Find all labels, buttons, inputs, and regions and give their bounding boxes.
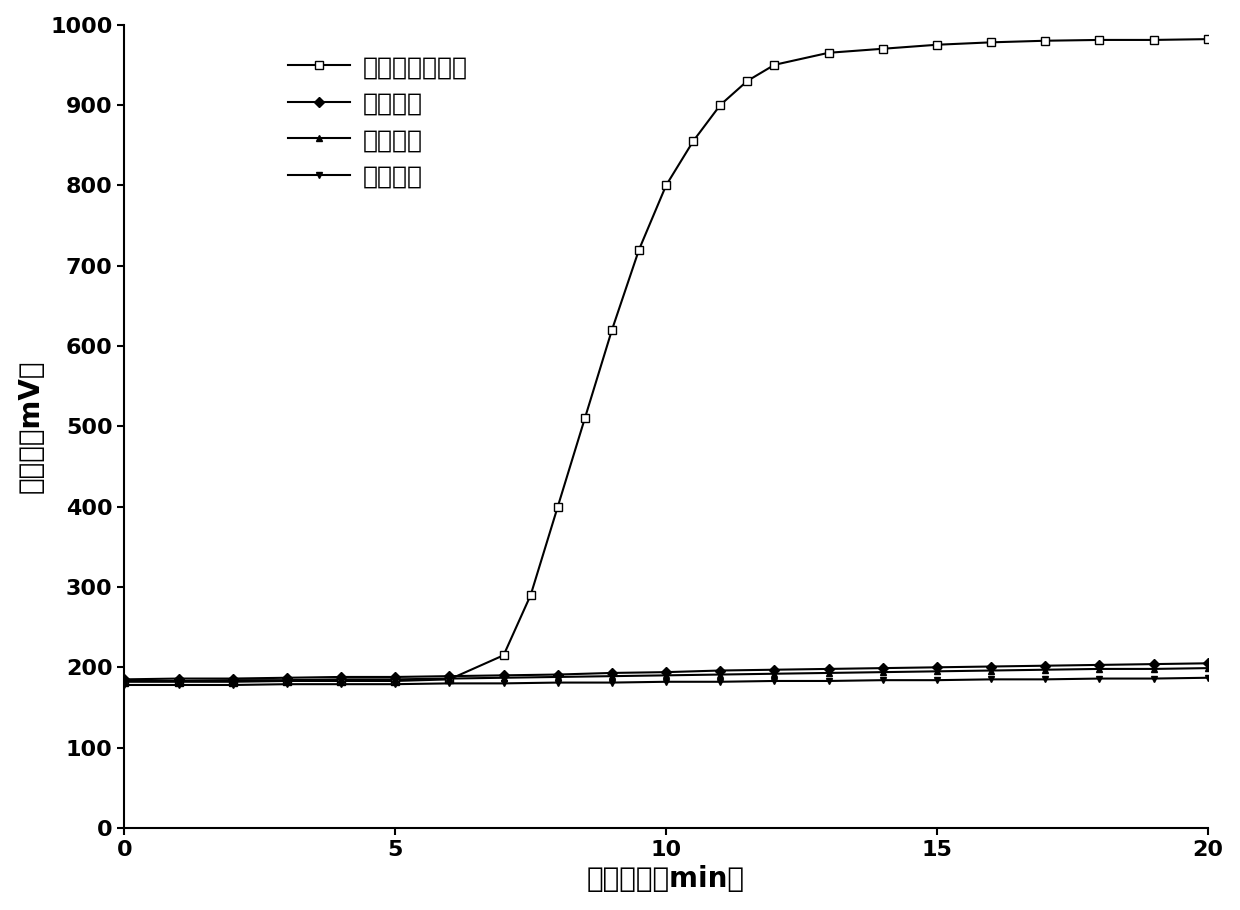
大肠杆菌 <box>1092 663 1107 674</box>
金黄色葡萄球菌 <box>279 675 294 686</box>
金黄色葡萄球菌 <box>983 37 998 48</box>
Y-axis label: 荧光値（mV）: 荧光値（mV） <box>16 359 45 493</box>
大肠杆菌 <box>117 675 131 686</box>
大肠杆菌 <box>713 669 728 680</box>
沙门氏菌 <box>768 664 782 675</box>
沙门氏菌 <box>930 662 945 672</box>
大肠杆菌 <box>658 676 673 687</box>
金黄色葡萄球菌 <box>171 676 186 687</box>
大肠杆菌 <box>117 680 131 691</box>
大肠杆菌 <box>605 671 620 682</box>
沙门氏菌 <box>117 674 131 685</box>
沙门氏菌 <box>1038 661 1053 672</box>
金黄色葡萄球菌 <box>658 180 673 191</box>
金黄色葡萄球菌 <box>117 676 131 687</box>
大肠杆菌 <box>1200 672 1215 683</box>
沙门氏菌 <box>821 663 836 674</box>
Legend: 金黄色葡萄球菌, 沙门氏菌, 大肠杆菌, 大肠杆菌: 金黄色葡萄球菌, 沙门氏菌, 大肠杆菌, 大肠杆菌 <box>278 46 477 198</box>
大肠杆菌 <box>388 679 403 690</box>
金黄色葡萄球菌 <box>388 675 403 686</box>
金黄色葡萄球菌 <box>631 244 646 255</box>
大肠杆菌 <box>1146 663 1161 674</box>
大肠杆菌 <box>1038 674 1053 685</box>
大肠杆菌 <box>875 674 890 685</box>
大肠杆菌 <box>388 674 403 685</box>
大肠杆菌 <box>551 677 565 688</box>
沙门氏菌 <box>279 672 294 683</box>
沙门氏菌 <box>1146 659 1161 670</box>
大肠杆菌 <box>334 674 348 685</box>
大肠杆菌 <box>875 667 890 678</box>
金黄色葡萄球菌 <box>930 39 945 50</box>
大肠杆菌 <box>171 675 186 686</box>
金黄色葡萄球菌 <box>1200 34 1215 45</box>
金黄色葡萄球菌 <box>523 590 538 601</box>
大肠杆菌 <box>930 666 945 677</box>
沙门氏菌 <box>713 665 728 676</box>
沙门氏菌 <box>551 669 565 680</box>
金黄色葡萄球菌 <box>605 325 620 336</box>
金黄色葡萄球菌 <box>821 47 836 58</box>
沙门氏菌 <box>658 667 673 678</box>
沙门氏菌 <box>226 673 241 684</box>
X-axis label: 反应时间（min）: 反应时间（min） <box>587 865 745 894</box>
大肠杆菌 <box>983 665 998 676</box>
金黄色葡萄球菌 <box>686 136 701 147</box>
大肠杆菌 <box>930 674 945 685</box>
大肠杆菌 <box>1146 673 1161 684</box>
大肠杆菌 <box>658 670 673 681</box>
大肠杆菌 <box>821 667 836 678</box>
金黄色葡萄球菌 <box>713 99 728 110</box>
沙门氏菌 <box>1200 658 1215 669</box>
大肠杆菌 <box>821 675 836 686</box>
Line: 金黄色葡萄球菌: 金黄色葡萄球菌 <box>120 35 1211 686</box>
大肠杆菌 <box>171 680 186 691</box>
金黄色葡萄球菌 <box>334 675 348 686</box>
大肠杆菌 <box>441 673 456 684</box>
大肠杆菌 <box>605 677 620 688</box>
沙门氏菌 <box>496 670 511 681</box>
大肠杆菌 <box>1038 664 1053 675</box>
金黄色葡萄球菌 <box>740 76 755 86</box>
大肠杆菌 <box>1200 662 1215 673</box>
沙门氏菌 <box>334 672 348 682</box>
大肠杆菌 <box>334 679 348 690</box>
大肠杆菌 <box>768 668 782 679</box>
金黄色葡萄球菌 <box>768 59 782 70</box>
沙门氏菌 <box>1092 660 1107 671</box>
金黄色葡萄球菌 <box>1146 35 1161 46</box>
金黄色葡萄球菌 <box>496 650 511 661</box>
金黄色葡萄球菌 <box>578 413 593 424</box>
大肠杆菌 <box>496 678 511 689</box>
金黄色葡萄球菌 <box>1092 35 1107 46</box>
大肠杆菌 <box>279 679 294 690</box>
沙门氏菌 <box>983 661 998 672</box>
金黄色葡萄球菌 <box>1038 35 1053 46</box>
Line: 大肠杆菌: 大肠杆菌 <box>122 674 1211 689</box>
沙门氏菌 <box>171 673 186 684</box>
大肠杆菌 <box>768 675 782 686</box>
大肠杆菌 <box>713 676 728 687</box>
沙门氏菌 <box>441 671 456 682</box>
大肠杆菌 <box>496 672 511 683</box>
Line: 大肠杆菌: 大肠杆菌 <box>122 664 1211 684</box>
沙门氏菌 <box>388 672 403 682</box>
大肠杆菌 <box>226 680 241 691</box>
大肠杆菌 <box>279 674 294 685</box>
沙门氏菌 <box>605 667 620 678</box>
沙门氏菌 <box>875 662 890 673</box>
大肠杆菌 <box>441 678 456 689</box>
大肠杆菌 <box>983 674 998 685</box>
金黄色葡萄球菌 <box>226 676 241 687</box>
金黄色葡萄球菌 <box>441 674 456 685</box>
金黄色葡萄球菌 <box>551 501 565 512</box>
金黄色葡萄球菌 <box>875 44 890 55</box>
大肠杆菌 <box>226 674 241 685</box>
Line: 沙门氏菌: 沙门氏菌 <box>122 660 1211 682</box>
大肠杆菌 <box>1092 673 1107 684</box>
大肠杆菌 <box>551 672 565 682</box>
